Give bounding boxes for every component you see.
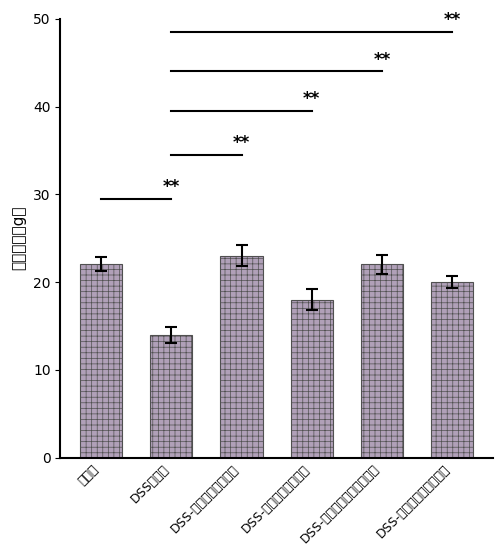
Text: **: **	[444, 11, 461, 30]
Text: **: **	[233, 134, 250, 152]
Text: **: **	[373, 51, 391, 69]
Bar	[150, 335, 193, 457]
Text: **: **	[163, 178, 180, 196]
Bar	[220, 256, 263, 457]
Bar	[431, 282, 473, 457]
Text: **: **	[303, 90, 321, 108]
Bar	[361, 265, 403, 457]
Y-axis label: 小鼠体重（g）: 小鼠体重（g）	[11, 206, 26, 270]
Bar	[291, 300, 333, 457]
Bar	[80, 265, 122, 457]
